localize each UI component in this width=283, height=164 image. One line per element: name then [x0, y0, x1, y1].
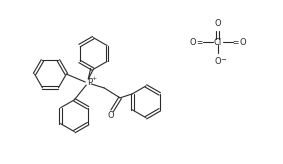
Text: −: −: [221, 57, 226, 63]
Text: +: +: [92, 76, 97, 81]
Text: O: O: [108, 111, 114, 120]
Text: O: O: [214, 19, 221, 28]
Text: =: =: [232, 38, 239, 47]
Text: Cl: Cl: [213, 38, 222, 47]
Text: =: =: [196, 38, 203, 47]
Text: O: O: [239, 38, 246, 47]
Text: P: P: [87, 79, 92, 87]
Text: O: O: [189, 38, 196, 47]
Text: O: O: [214, 57, 221, 66]
